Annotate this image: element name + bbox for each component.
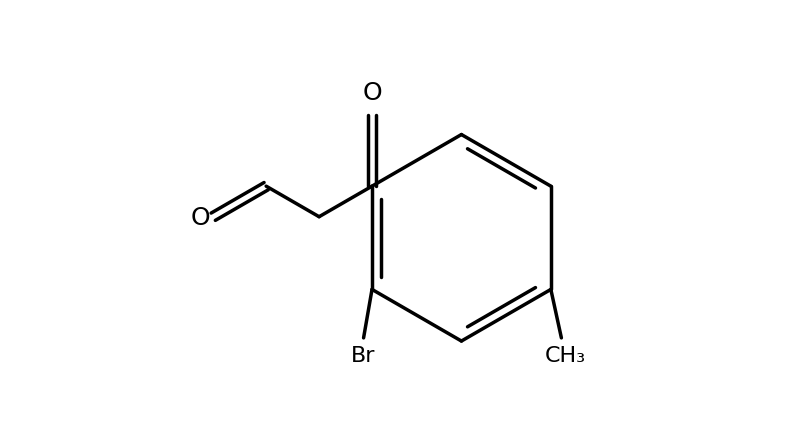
Text: Br: Br (351, 345, 376, 366)
Text: O: O (362, 81, 382, 105)
Text: O: O (191, 205, 210, 229)
Text: CH₃: CH₃ (545, 345, 586, 366)
